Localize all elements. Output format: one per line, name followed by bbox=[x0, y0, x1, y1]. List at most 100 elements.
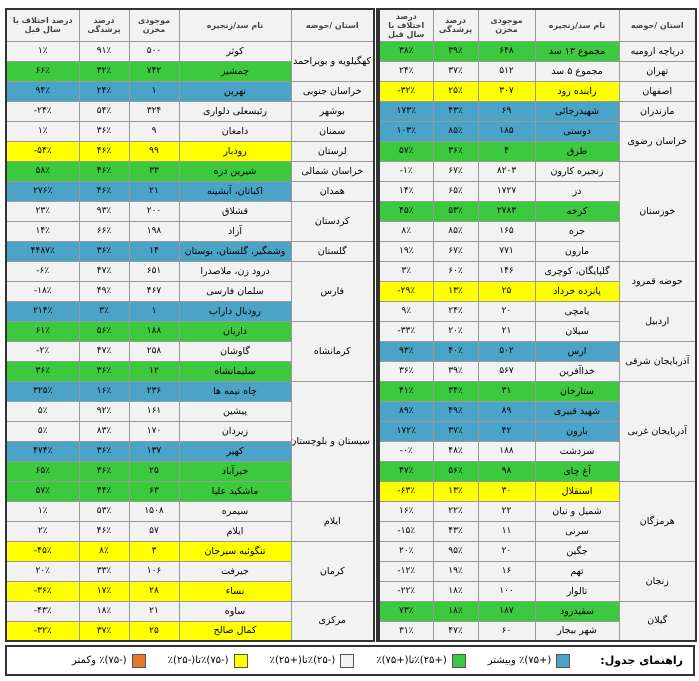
region-cell: آذربایجان شرقی bbox=[618, 340, 697, 382]
yearly-diff: -۶٪ bbox=[5, 260, 80, 282]
region-cell: گلستان bbox=[290, 240, 375, 262]
legend-label: (-۷۵)٪ وکمتر bbox=[72, 655, 127, 666]
fill-percent: ۶۷٪ bbox=[432, 160, 479, 182]
dam-name: چاه نیمه ها bbox=[178, 380, 292, 402]
yearly-diff: ۱۴٪ bbox=[378, 180, 434, 202]
fill-percent: ۸۵٪ bbox=[432, 120, 479, 142]
yearly-diff: ۳۶٪ bbox=[378, 360, 434, 382]
yearly-diff: -۳۲٪ bbox=[378, 80, 434, 102]
dam-row: بوشهر رئیسعلی دلواری ۳۲۴ ۵۴٪ -۲۴٪ bbox=[5, 100, 375, 122]
fill-percent: ۳۴٪ bbox=[432, 380, 479, 402]
dam-row: گاوشان ۲۵۸ ۴۷٪ -۲٪ bbox=[5, 340, 374, 362]
fill-percent: ۹۵٪ bbox=[432, 540, 479, 562]
reservoir-stock: ۱۶ bbox=[477, 560, 536, 582]
yearly-diff: ۱۰۳٪ bbox=[378, 120, 434, 142]
dam-name: قشلاق bbox=[178, 200, 292, 222]
dam-row: نساء ۲۸ ۱۷٪ -۳۶٪ bbox=[5, 580, 374, 602]
dam-name: اکباتان، آبشینه bbox=[178, 180, 292, 202]
yearly-diff: ۶۶٪ bbox=[5, 60, 80, 82]
dam-row: شهید قبیری ۸۹ ۴۹٪ ۸۹٪ bbox=[378, 400, 696, 422]
dam-name: سبلان bbox=[534, 320, 620, 342]
legend-title: راهنمای جدول: bbox=[600, 654, 683, 667]
yearly-diff: -۱۲٪ bbox=[378, 560, 434, 582]
fill-percent: ۴۷٪ bbox=[432, 620, 479, 642]
yearly-diff: ۶۵٪ bbox=[5, 460, 80, 482]
column-header: درصد پرشدگی bbox=[78, 8, 130, 42]
yearly-diff: ۸٪ bbox=[378, 220, 434, 242]
dam-name: شهیدرجائی bbox=[534, 100, 620, 122]
dam-name: درود زن، ملاصدرا bbox=[178, 260, 292, 282]
yearly-diff: -۲۲٪ bbox=[378, 580, 434, 602]
fill-percent: ۴۰٪ bbox=[432, 340, 479, 362]
fill-percent: ۵۶٪ bbox=[432, 460, 479, 482]
reservoir-stock: ۳۰۷ bbox=[477, 80, 536, 102]
region-cell: ایلام bbox=[290, 500, 375, 542]
dam-name: نهرین bbox=[178, 80, 292, 102]
legend-label: (-۷۵)٪تا(-۲۵)٪ bbox=[167, 655, 229, 666]
yearly-diff: -۳۲٪ bbox=[5, 620, 80, 642]
yearly-diff: ۳۲۵٪ bbox=[5, 380, 80, 402]
fill-percent: ۳۶٪ bbox=[432, 140, 479, 162]
dam-name: کمال صالح bbox=[178, 620, 292, 642]
yearly-diff: -۲٪ bbox=[5, 340, 80, 362]
reservoir-stock: ۱۷۰ bbox=[128, 420, 180, 442]
dam-name: شهر بیجار bbox=[534, 620, 620, 642]
fill-percent: ۸۳٪ bbox=[78, 420, 130, 442]
legend: راهنمای جدول: (+۷۵)٪ وبیشتر (+۲۵)٪تا(+۷۵)… bbox=[5, 645, 695, 676]
reservoir-stock: ۱۷۲۷ bbox=[477, 180, 536, 202]
dam-row: آزاد ۱۹۸ ۶۶٪ ۱۴٪ bbox=[5, 220, 374, 242]
region-cell: اصفهان bbox=[618, 80, 697, 102]
region-cell: حوضه قمرود bbox=[618, 260, 697, 302]
reservoir-stock: ۱۰۶ bbox=[128, 560, 180, 582]
dam-row: کرخه ۲۷۸۳ ۵۳٪ ۴۵٪ bbox=[378, 200, 696, 222]
fill-percent: ۴۶٪ bbox=[78, 520, 130, 542]
region-cell: کردستان bbox=[290, 200, 375, 242]
yearly-diff: ۳۶٪ bbox=[5, 360, 80, 382]
yearly-diff: -۲۹٪ bbox=[378, 280, 434, 302]
fill-percent: ۴۶٪ bbox=[78, 160, 130, 182]
reservoir-stock: ۲۱ bbox=[128, 600, 180, 622]
column-header: موجودی مخزن bbox=[128, 8, 180, 42]
reservoir-stock: ۱ bbox=[128, 300, 180, 322]
fill-percent: ۴۹٪ bbox=[432, 400, 479, 422]
yearly-diff: -۶۳٪ bbox=[378, 480, 434, 502]
region-cell: آذربایجان غربی bbox=[618, 380, 697, 482]
dam-row: مازندران شهیدرجائی ۶۹ ۴۳٪ ۱۷۳٪ bbox=[378, 100, 697, 122]
fill-percent: ۳۷٪ bbox=[432, 60, 479, 82]
region-cell: گیلان bbox=[618, 600, 697, 642]
region-cell: سیستان و بلوچستان bbox=[290, 380, 375, 502]
fill-percent: ۴۳٪ bbox=[432, 520, 479, 542]
legend-swatch bbox=[131, 653, 146, 668]
fill-percent: ۱۸٪ bbox=[432, 600, 479, 622]
reservoir-stock: ۲۰ bbox=[477, 540, 536, 562]
reservoir-stock: ۵۰۲ bbox=[477, 340, 536, 362]
dam-row: خراسان جنوبی نهرین ۱ ۲۴٪ ۹۴٪ bbox=[5, 80, 375, 102]
fill-percent: ۳۹٪ bbox=[432, 40, 479, 62]
reservoir-stock: ۲۵ bbox=[128, 620, 180, 642]
reservoir-stock: ۴۶۷ bbox=[128, 280, 180, 302]
region-cell: کرمان bbox=[290, 540, 375, 602]
yearly-diff: -۵۴٪ bbox=[5, 140, 80, 162]
dam-name: سرنی bbox=[534, 520, 620, 542]
reservoir-stock: ۲۸ bbox=[128, 580, 180, 602]
fill-percent: ۱۹٪ bbox=[432, 560, 479, 582]
dam-row: زیردان ۱۷۰ ۸۳٪ ۵٪ bbox=[5, 420, 374, 442]
dam-name: رئیسعلی دلواری bbox=[178, 100, 292, 122]
fill-percent: ۲۲٪ bbox=[432, 500, 479, 522]
dam-name: دز bbox=[534, 180, 620, 202]
reservoir-stock: ۱۵۰۸ bbox=[128, 500, 180, 522]
fill-percent: ۱۷٪ bbox=[78, 580, 130, 602]
reservoir-stock: ۲۵ bbox=[128, 460, 180, 482]
dam-row: اصفهان زاینده رود ۳۰۷ ۲۵٪ -۳۲٪ bbox=[378, 80, 697, 102]
dam-name: سلیمانشاه bbox=[178, 360, 292, 382]
dam-row: آغ چای ۹۸ ۵۶٪ ۴۷٪ bbox=[378, 460, 696, 482]
reservoir-stock: ۳ bbox=[128, 540, 180, 562]
header-row: استان /حوضه نام سد/زنجیره موجودی مخزن درصد … bbox=[378, 8, 697, 42]
dam-row: کهیر ۱۳۷ ۳۶٪ ۴۷۴٪ bbox=[5, 440, 374, 462]
dam-row: سلیمانشاه ۱۲ ۳۶٪ ۳۶٪ bbox=[5, 360, 374, 382]
legend-swatch bbox=[556, 653, 571, 668]
dam-row: تهران مجموع ۵ سد ۵۱۲ ۳۷٪ ۲۴٪ bbox=[378, 60, 697, 82]
reservoir-stock: ۴۲ bbox=[477, 420, 536, 442]
yearly-diff: ۵۷٪ bbox=[378, 140, 434, 162]
